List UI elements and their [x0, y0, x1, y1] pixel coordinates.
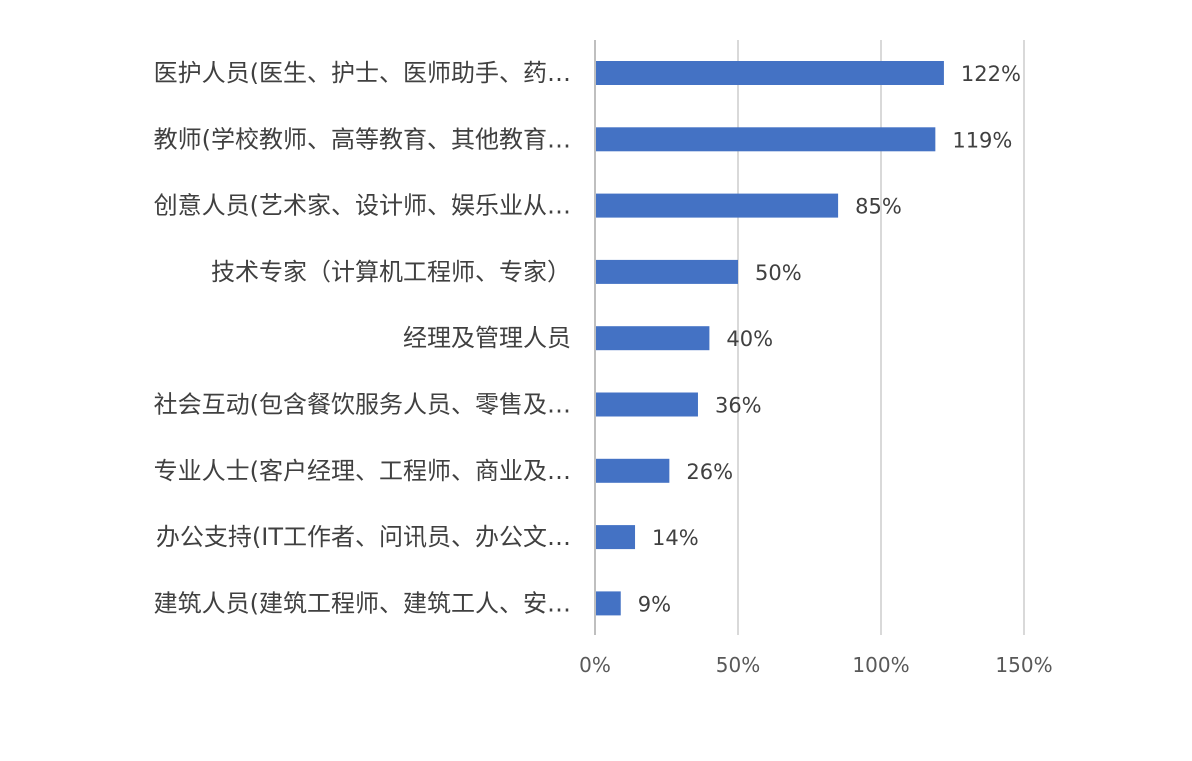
- category-label: 技术专家（计算机工程师、专家）: [211, 258, 571, 286]
- value-label: 9%: [638, 592, 671, 616]
- labels: 医护人员(医生、护士、医师助手、药… 122% 教师(学校教师、高等教育、其他教育……: [154, 59, 1021, 617]
- value-label: 50%: [755, 261, 802, 285]
- category-label: 社会互动(包含餐饮服务人员、零售及…: [154, 391, 571, 419]
- category-label: 办公支持(IT工作者、问讯员、办公文…: [156, 523, 571, 551]
- bar: [595, 458, 670, 483]
- value-label: 14%: [652, 526, 699, 550]
- category-label: 建筑人员(建筑工程师、建筑工人、安…: [154, 589, 571, 617]
- value-label: 119%: [952, 128, 1012, 152]
- bars: [595, 61, 944, 616]
- bar: [595, 259, 738, 284]
- x-tick-label: 0%: [579, 653, 611, 677]
- x-tick-label: 150%: [995, 653, 1052, 677]
- category-label: 医护人员(医生、护士、医师助手、药…: [154, 59, 571, 87]
- value-label: 26%: [686, 460, 733, 484]
- bar: [595, 525, 636, 550]
- category-label: 教师(学校教师、高等教育、其他教育…: [154, 125, 571, 153]
- x-tick-label: 100%: [852, 653, 909, 677]
- bar: [595, 61, 944, 85]
- axis: 0% 50% 100% 150%: [579, 40, 1053, 677]
- value-label: 40%: [726, 327, 773, 351]
- value-label: 36%: [715, 394, 762, 418]
- x-tick-label: 50%: [716, 653, 760, 677]
- value-label: 85%: [855, 195, 902, 219]
- value-label: 122%: [961, 62, 1021, 86]
- category-label: 创意人员(艺术家、设计师、娱乐业从…: [154, 192, 571, 220]
- bar: [595, 193, 839, 218]
- bar: [595, 392, 698, 417]
- bar: [595, 326, 710, 351]
- bar: [595, 127, 936, 152]
- bar: [595, 591, 621, 616]
- category-label: 经理及管理人员: [403, 324, 571, 352]
- category-label: 专业人士(客户经理、工程师、商业及…: [154, 457, 571, 485]
